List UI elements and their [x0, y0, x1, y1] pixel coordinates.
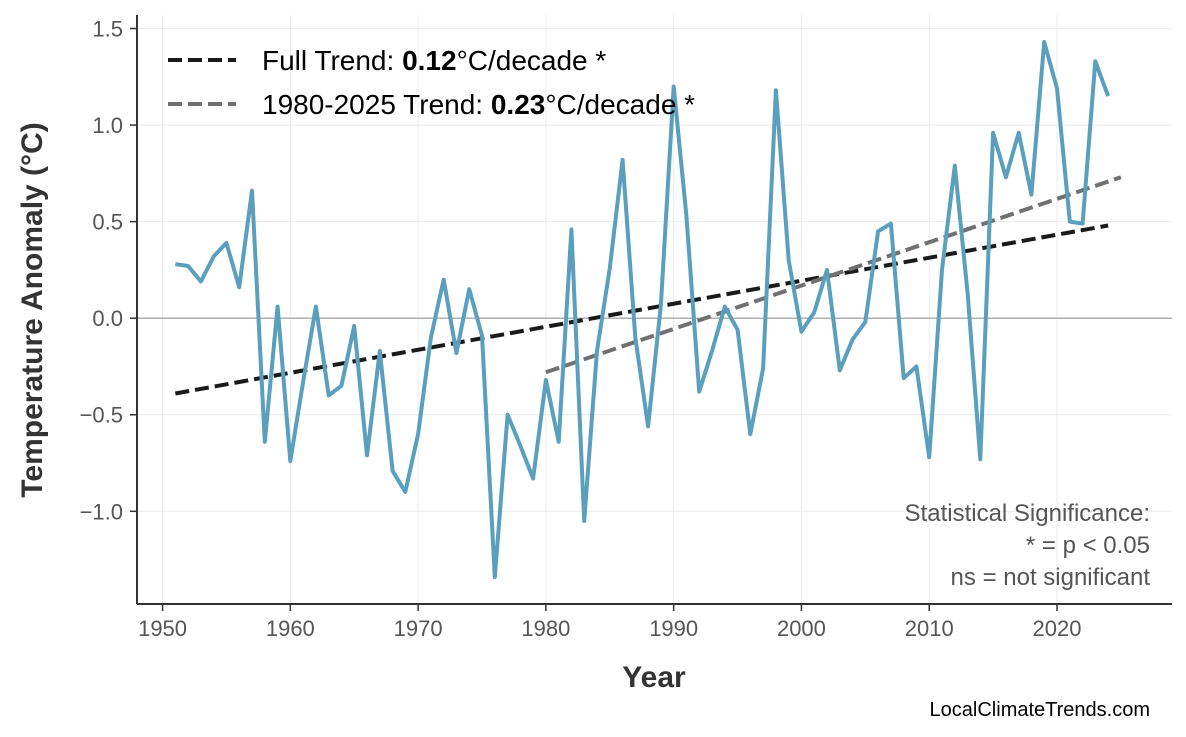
note-line-2: * = p < 0.05: [1026, 532, 1150, 559]
site-credit: LocalClimateTrends.com: [930, 699, 1150, 721]
x-tick-label: 1980: [521, 616, 570, 641]
y-tick-label: −1.0: [80, 499, 123, 524]
temperature-anomaly-line: [175, 40, 1110, 579]
x-tick-label: 1970: [394, 616, 443, 641]
note-line-1: Statistical Significance:: [905, 500, 1150, 527]
legend-entry-1980-trend: 1980-2025 Trend: 0.23°C/decade *: [262, 89, 695, 120]
full-trend-line: [174, 223, 1109, 396]
x-tick-label: 1960: [266, 616, 315, 641]
y-tick-label: −0.5: [80, 403, 123, 428]
x-tick-label: 1990: [649, 616, 698, 641]
y-tick-label: 0.5: [92, 210, 123, 235]
x-tick-label: 2020: [1033, 616, 1082, 641]
series: [175, 40, 1110, 579]
y-axis-label: Temperature Anomaly (°C): [16, 122, 49, 497]
legend: Full Trend: 0.12°C/decade * 1980-2025 Tr…: [168, 45, 695, 120]
note-line-3: ns = not significant: [951, 564, 1151, 591]
x-ticks: 1950 1960 1970 1980 1990 2000 2010 2020: [138, 604, 1081, 641]
significance-note: Statistical Significance: * = p < 0.05 n…: [905, 500, 1151, 591]
x-tick-label: 1950: [138, 616, 187, 641]
recent-trend-line: [545, 175, 1122, 375]
trend-lines: [174, 175, 1122, 396]
y-tick-label: 0.0: [92, 306, 123, 331]
y-tick-label: 1.5: [92, 17, 123, 42]
x-tick-label: 2010: [905, 616, 954, 641]
x-axis-label: Year: [622, 661, 686, 694]
y-tick-label: 1.0: [92, 113, 123, 138]
legend-entry-full-trend: Full Trend: 0.12°C/decade *: [262, 45, 606, 76]
x-tick-label: 2000: [777, 616, 826, 641]
y-ticks: −1.0 −0.5 0.0 0.5 1.0 1.5: [80, 17, 137, 524]
